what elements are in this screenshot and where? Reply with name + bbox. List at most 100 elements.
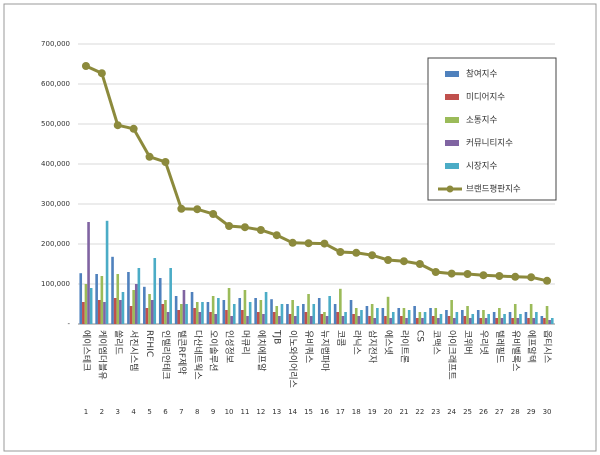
bar — [182, 290, 186, 324]
line-marker — [352, 248, 361, 257]
x-tick-label: 서진시스템 — [128, 330, 140, 371]
category-number: 12 — [256, 408, 265, 416]
bar — [357, 316, 361, 324]
bar — [455, 312, 459, 324]
x-tick-label: 텔레필드 — [494, 330, 506, 363]
x-tick-label: 인텔리안테크 — [160, 330, 172, 380]
bar — [296, 306, 300, 324]
bar — [246, 316, 249, 324]
x-tick-label: TJB — [271, 329, 281, 344]
bar — [543, 318, 546, 324]
x-tick-label: RFHIC — [144, 330, 154, 357]
bar — [487, 314, 490, 324]
bar — [307, 294, 310, 324]
y-tick-label: 300,000 — [41, 200, 70, 208]
category-number: 15 — [304, 408, 313, 416]
category-number: 17 — [336, 408, 345, 416]
bar — [241, 310, 244, 324]
legend-swatch — [445, 94, 459, 100]
bar — [511, 318, 514, 324]
bar — [434, 308, 438, 324]
legend-box — [427, 57, 557, 201]
bar — [288, 314, 292, 324]
bar — [312, 304, 316, 324]
bar — [529, 304, 533, 324]
line-marker — [368, 251, 377, 260]
bar — [548, 320, 551, 324]
bar — [540, 316, 544, 324]
line-marker — [384, 256, 393, 264]
legend-label: 시장지수 — [466, 161, 497, 172]
line-marker — [161, 158, 170, 166]
legend-swatch — [445, 117, 459, 123]
bar — [407, 310, 411, 324]
bar — [211, 296, 215, 324]
line-marker — [240, 223, 249, 232]
bar — [87, 222, 90, 324]
bar — [177, 310, 181, 324]
bar — [264, 292, 268, 324]
bar — [79, 273, 83, 324]
line-marker — [511, 272, 520, 281]
bar — [185, 304, 188, 324]
y-tick-label: - — [67, 320, 70, 328]
bar — [513, 304, 517, 324]
line-marker — [320, 239, 329, 248]
bar — [174, 296, 178, 324]
bar — [389, 318, 392, 324]
legend-swatch — [445, 140, 459, 146]
bar — [421, 318, 424, 324]
bar — [413, 306, 416, 324]
bar — [397, 308, 401, 324]
line-marker — [399, 257, 408, 266]
category-number: 20 — [384, 408, 393, 416]
bar — [341, 316, 345, 324]
bar — [280, 304, 284, 324]
y-tick-label: 400,000 — [41, 160, 70, 168]
bar — [100, 276, 104, 324]
bar — [471, 314, 475, 324]
bar — [232, 304, 236, 324]
bar — [527, 318, 530, 324]
category-number: 30 — [543, 408, 552, 416]
bar — [461, 310, 464, 324]
line-marker — [81, 62, 90, 70]
x-tick-label: CS — [414, 330, 424, 342]
category-number: 3 — [116, 408, 120, 416]
category-number: 5 — [147, 408, 151, 416]
bar — [344, 312, 347, 324]
bar — [134, 284, 138, 324]
bar — [248, 302, 252, 324]
legend-swatch — [445, 71, 459, 77]
category-number: 9 — [211, 408, 215, 416]
bar — [217, 298, 220, 324]
bar — [384, 316, 387, 324]
bar — [169, 268, 172, 324]
line-marker — [495, 272, 504, 280]
category-number: 6 — [163, 408, 168, 416]
bar — [214, 314, 218, 324]
line-marker — [527, 273, 536, 282]
category-number: 1 — [84, 408, 88, 416]
x-tick-label: 다산네트웍스 — [192, 330, 203, 380]
category-number: 19 — [368, 408, 377, 416]
line-marker — [288, 238, 297, 247]
bar — [466, 306, 469, 324]
bar — [545, 306, 549, 324]
bar — [437, 318, 440, 324]
category-number: 11 — [240, 408, 249, 416]
bar — [415, 318, 419, 324]
bar — [431, 316, 435, 324]
bar — [535, 312, 538, 324]
bar — [492, 312, 496, 324]
x-tick-label: 케이엠더블유 — [96, 330, 108, 380]
bar — [376, 308, 379, 324]
bar — [262, 314, 265, 324]
bar — [360, 310, 363, 324]
bar — [222, 300, 226, 324]
category-number: 4 — [131, 408, 136, 416]
x-tick-label: 머큐리 — [239, 330, 250, 355]
x-tick-label: 코맥스 — [430, 330, 441, 355]
bar — [278, 316, 281, 324]
bar — [508, 312, 512, 324]
